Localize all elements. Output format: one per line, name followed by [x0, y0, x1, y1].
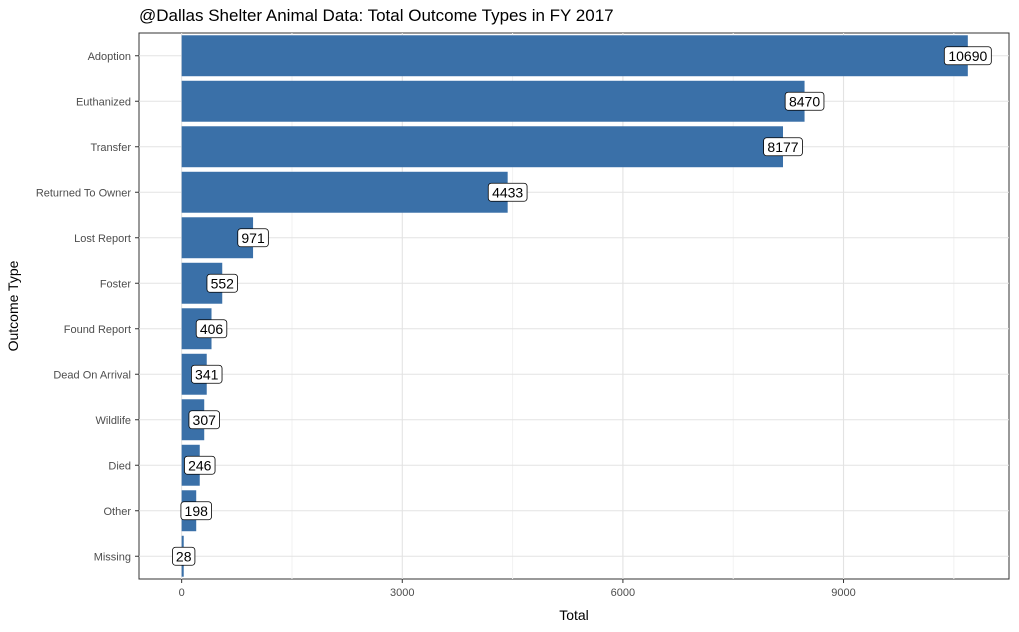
y-tick-label: Returned To Owner — [36, 187, 132, 199]
y-tick-label: Wildlife — [96, 415, 131, 427]
data-label-box — [487, 182, 528, 202]
chart-title: @Dallas Shelter Animal Data: Total Outco… — [139, 6, 614, 25]
y-tick-label: Dead On Arrival — [53, 369, 131, 381]
x-tick-label: 3000 — [390, 587, 414, 599]
data-label: 246 — [188, 457, 212, 473]
data-label-box — [188, 410, 220, 430]
data-label-box — [191, 364, 223, 384]
y-tick-label: Lost Report — [74, 233, 131, 245]
bar — [181, 80, 805, 122]
data-label-box — [172, 546, 196, 566]
y-tick-label: Adoption — [88, 51, 131, 63]
data-labels: 10690 8470 8177 4433 971 552 406 341 307 246 198 28 — [172, 46, 992, 566]
y-tick-label: Died — [108, 460, 131, 472]
data-label: 8470 — [789, 93, 820, 109]
y-tick-label: Other — [103, 506, 131, 518]
y-tick-label: Foster — [100, 278, 132, 290]
x-tick-label: 9000 — [831, 587, 855, 599]
data-label-box — [184, 455, 216, 475]
data-label: 198 — [185, 503, 209, 519]
x-tick-label: 0 — [179, 587, 185, 599]
bar — [181, 126, 784, 168]
y-tick-label: Transfer — [90, 142, 131, 154]
data-label-box — [237, 228, 269, 248]
bar — [181, 171, 508, 213]
x-axis-title: Total — [559, 607, 589, 623]
data-label-box — [180, 501, 212, 521]
data-label: 971 — [241, 230, 265, 246]
x-axis: 0 3000 6000 9000 — [179, 579, 856, 599]
data-label: 307 — [193, 412, 217, 428]
data-label-box — [206, 273, 238, 293]
data-label: 341 — [195, 366, 219, 382]
bar — [181, 35, 968, 77]
data-label: 406 — [200, 321, 224, 337]
data-label: 8177 — [767, 139, 798, 155]
data-label: 28 — [176, 548, 192, 564]
y-axis-title: Outcome Type — [5, 260, 21, 351]
x-tick-label: 6000 — [611, 587, 635, 599]
plot-panel — [138, 32, 1010, 580]
y-tick-label: Euthanized — [76, 96, 131, 108]
y-tick-label: Found Report — [64, 324, 131, 336]
y-axis: Adoption Euthanized Transfer Returned To Ow… — [36, 51, 139, 563]
y-tick-label: Missing — [94, 551, 131, 563]
data-label: 552 — [211, 275, 235, 291]
data-label: 10690 — [948, 48, 987, 64]
data-label-box — [943, 46, 992, 66]
data-label-box — [784, 91, 825, 111]
data-label-box — [763, 137, 803, 157]
data-label: 4433 — [492, 184, 523, 200]
data-label-box — [195, 319, 228, 339]
